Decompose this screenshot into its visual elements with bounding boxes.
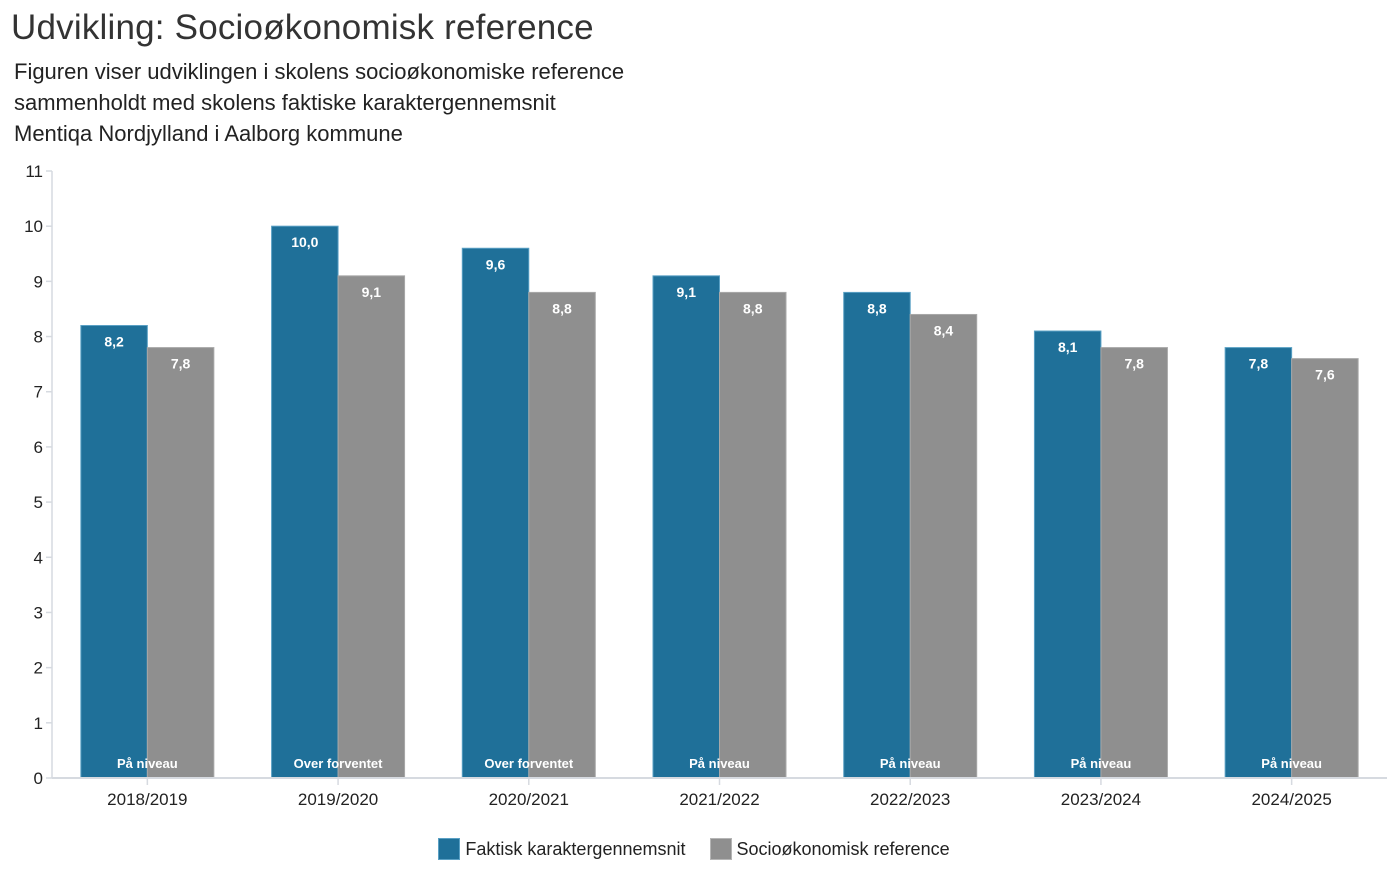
y-tick-label: 9 — [34, 272, 43, 291]
x-category-label: 2024/2025 — [1251, 790, 1331, 809]
bar-value-label: 9,1 — [362, 284, 382, 300]
bar-value-label: 7,8 — [1124, 356, 1144, 372]
legend-label: Socioøkonomisk reference — [736, 838, 950, 859]
x-category-label: 2022/2023 — [870, 790, 950, 809]
y-tick-label: 1 — [34, 714, 43, 733]
y-tick-label: 2 — [34, 659, 43, 678]
status-annotation: På niveau — [1261, 756, 1322, 771]
status-annotation: På niveau — [1071, 756, 1132, 771]
y-tick-label: 8 — [34, 328, 43, 347]
chart-legend: Faktisk karaktergennemsnit Socioøkonomis… — [0, 838, 1400, 860]
bar-value-label: 7,8 — [171, 356, 191, 372]
status-annotation: På niveau — [117, 756, 178, 771]
status-annotation: På niveau — [880, 756, 941, 771]
legend-item-reference[interactable]: Socioøkonomisk reference — [694, 838, 950, 860]
bar-reference[interactable] — [146, 347, 215, 779]
bar-reference[interactable] — [528, 291, 596, 779]
bar-reference[interactable] — [1291, 358, 1359, 779]
x-category-label: 2020/2021 — [489, 790, 569, 809]
x-category-label: 2019/2020 — [298, 790, 378, 809]
bar-value-label: 8,8 — [552, 300, 572, 316]
bar-value-label: 10,0 — [291, 234, 318, 250]
legend-swatch-gray — [709, 838, 732, 860]
bar-faktisk[interactable] — [80, 325, 148, 779]
bar-value-label: 9,1 — [677, 284, 697, 300]
legend-swatch-blue — [438, 838, 461, 860]
bar-value-label: 8,8 — [743, 300, 763, 316]
bar-faktisk[interactable] — [843, 291, 911, 779]
chart-title: Udvikling: Socioøkonomisk reference — [11, 8, 594, 47]
status-annotation: På niveau — [689, 756, 750, 771]
bar-value-label: 8,1 — [1058, 339, 1078, 355]
y-tick-label: 10 — [24, 217, 43, 236]
bar-value-label: 9,6 — [486, 256, 506, 272]
y-tick-label: 5 — [34, 493, 43, 512]
status-annotation: Over forventet — [484, 756, 574, 771]
legend-item-faktisk[interactable]: Faktisk karaktergennemsnit — [438, 838, 686, 860]
bar-faktisk[interactable] — [1033, 330, 1102, 779]
subtitle-line-2: sammenholdt med skolens faktiske karakte… — [14, 90, 556, 115]
legend-label: Faktisk karaktergennemsnit — [465, 838, 686, 859]
y-tick-label: 7 — [34, 383, 43, 402]
bar-value-label: 7,6 — [1315, 367, 1335, 383]
bar-reference[interactable] — [1100, 347, 1168, 779]
y-tick-label: 3 — [34, 603, 43, 622]
bar-faktisk[interactable] — [461, 247, 530, 779]
x-category-label: 2021/2022 — [679, 790, 759, 809]
bar-faktisk[interactable] — [271, 225, 339, 779]
bar-reference[interactable] — [909, 313, 978, 779]
bar-value-label: 8,2 — [104, 334, 124, 350]
bar-value-label: 8,8 — [867, 300, 887, 316]
y-tick-label: 11 — [25, 162, 43, 181]
chart-subtitle: Figuren viser udviklingen i skolens soci… — [14, 56, 624, 149]
status-annotation: Over forventet — [294, 756, 384, 771]
bar-value-label: 8,4 — [934, 322, 954, 338]
y-tick-label: 6 — [34, 438, 43, 457]
y-tick-label: 0 — [34, 769, 43, 788]
x-category-label: 2018/2019 — [107, 790, 187, 809]
x-category-label: 2023/2024 — [1061, 790, 1141, 809]
subtitle-line-3: Mentiqa Nordjylland i Aalborg kommune — [14, 121, 403, 146]
bar-value-label: 7,8 — [1249, 356, 1269, 372]
subtitle-line-1: Figuren viser udviklingen i skolens soci… — [14, 59, 625, 84]
y-tick-label: 4 — [34, 548, 43, 567]
bar-faktisk[interactable] — [652, 275, 720, 779]
bar-reference[interactable] — [337, 275, 406, 779]
bar-faktisk[interactable] — [1224, 347, 1293, 779]
bar-reference[interactable] — [719, 291, 787, 779]
